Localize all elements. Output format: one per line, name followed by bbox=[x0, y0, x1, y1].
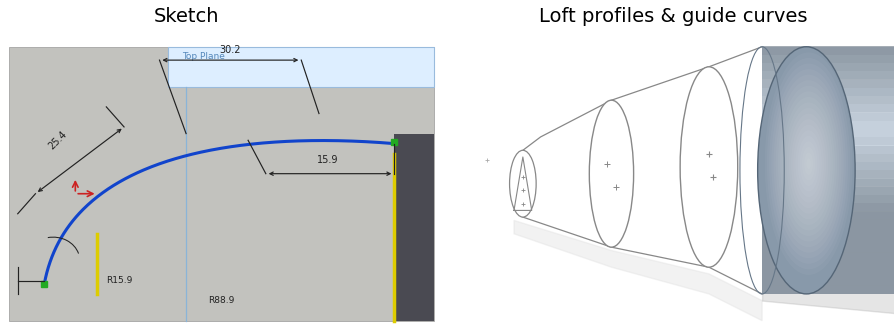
Bar bbox=[762, 178, 894, 187]
Ellipse shape bbox=[509, 150, 536, 217]
Bar bbox=[762, 88, 894, 96]
Bar bbox=[168, 47, 434, 87]
Bar bbox=[762, 96, 894, 105]
Text: 25.4: 25.4 bbox=[46, 129, 69, 151]
Bar bbox=[762, 277, 894, 286]
Bar bbox=[9, 47, 434, 321]
Bar bbox=[762, 285, 894, 294]
Bar bbox=[762, 71, 894, 80]
Bar bbox=[762, 55, 894, 63]
Bar bbox=[762, 154, 894, 162]
Bar bbox=[762, 47, 894, 294]
Bar bbox=[762, 79, 894, 88]
Text: Top Plane: Top Plane bbox=[181, 52, 224, 61]
Bar bbox=[762, 195, 894, 203]
Bar bbox=[762, 162, 894, 170]
Bar bbox=[762, 104, 894, 113]
Bar bbox=[762, 244, 894, 253]
Polygon shape bbox=[513, 220, 762, 321]
Bar bbox=[762, 236, 894, 244]
Bar bbox=[762, 121, 894, 129]
Bar bbox=[762, 219, 894, 228]
Text: Loft profiles & guide curves: Loft profiles & guide curves bbox=[538, 7, 807, 26]
Bar bbox=[762, 137, 894, 146]
Bar bbox=[762, 170, 894, 179]
Text: Sketch: Sketch bbox=[153, 7, 218, 26]
Ellipse shape bbox=[679, 67, 737, 267]
Ellipse shape bbox=[757, 47, 854, 294]
Bar bbox=[762, 211, 894, 220]
Text: R15.9: R15.9 bbox=[106, 276, 132, 285]
Bar bbox=[762, 261, 894, 269]
Bar bbox=[762, 269, 894, 278]
Text: R88.9: R88.9 bbox=[208, 296, 234, 305]
Bar bbox=[762, 253, 894, 261]
Text: 15.9: 15.9 bbox=[316, 155, 338, 165]
Text: 30.2: 30.2 bbox=[219, 45, 240, 55]
Bar bbox=[762, 203, 894, 211]
Bar bbox=[762, 145, 894, 154]
Bar bbox=[762, 63, 894, 71]
Ellipse shape bbox=[588, 100, 633, 247]
Bar bbox=[762, 129, 894, 137]
Bar bbox=[762, 112, 894, 121]
Bar bbox=[394, 134, 434, 321]
Bar bbox=[762, 46, 894, 55]
Bar bbox=[762, 228, 894, 236]
Bar bbox=[762, 186, 894, 195]
